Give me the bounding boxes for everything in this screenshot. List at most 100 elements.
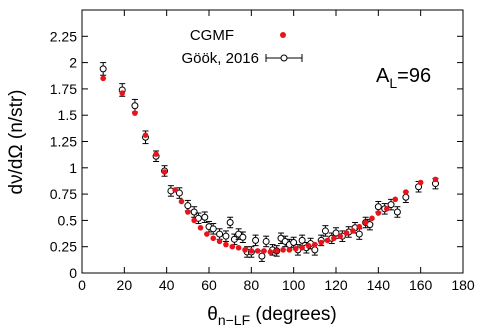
gook-series [99,62,439,262]
cgmf-point [384,206,390,212]
legend-marker-cgmf [280,32,286,38]
gook-point [393,208,401,216]
gook-point [290,238,298,246]
gook-point [311,246,319,254]
cgmf-point [132,110,138,116]
cgmf-point [267,249,274,255]
y-axis-ticks: 0 0.25 0.5 0.75 1 1.25 1.5 1.75 2 2.25 [50,28,463,281]
gook-point [252,236,260,244]
cgmf-point [350,228,356,234]
cgmf-point [280,247,286,253]
cgmf-point [403,189,409,195]
y-tick-label: 1.25 [50,134,77,150]
gook-point [355,230,363,238]
cgmf-point [153,151,159,157]
y-tick-label: 1.75 [50,81,77,97]
cgmf-point [312,241,318,248]
gook-point [131,102,139,110]
cgmf-point [305,242,312,249]
x-axis-title: θn−LF (degrees) [207,304,337,328]
cgmf-point [161,169,168,175]
gook-point [402,193,410,201]
cgmf-point [210,235,217,242]
annotation-al-sub: L [389,75,397,91]
x-tick-label: 20 [117,277,133,293]
gook-point [262,237,270,245]
cgmf-point [197,224,204,231]
cgmf-point [142,132,149,138]
y-axis-title: dν/dΩ (n/str) [6,89,27,194]
cgmf-series [100,75,439,255]
cgmf-point [178,198,185,205]
y-tick-label: 0.5 [58,212,78,228]
legend: CGMF Göök, 2016 [181,27,303,67]
cgmf-point [343,230,350,236]
y-tick-label: 2.25 [50,28,77,44]
legend-label-gook: Göök, 2016 [181,50,259,67]
cgmf-point [292,246,299,252]
cgmf-point [172,187,178,193]
annotation-al-rest: =96 [397,65,431,87]
y-tick-label: 0 [69,265,77,281]
cgmf-point [100,75,106,82]
y-tick-label: 0.25 [50,239,77,255]
cgmf-point [254,248,261,254]
cgmf-point [324,237,331,244]
gook-point [175,189,183,197]
x-tick-label: 80 [244,277,260,293]
x-tick-label: 60 [201,277,217,293]
cgmf-point [299,244,305,251]
gook-point [321,227,329,235]
gook-point [258,252,266,260]
cgmf-point [375,210,382,216]
gook-point [239,233,247,241]
cgmf-point [235,244,242,251]
cgmf-point [261,248,267,254]
cgmf-point [432,176,439,183]
legend-marker-gook [280,54,288,62]
y-tick-label: 1 [69,160,77,176]
cgmf-point [286,247,293,253]
x-tick-label: 40 [159,277,175,293]
gook-point [298,236,306,244]
cgmf-point [369,215,375,222]
y-tick-label: 0.75 [50,186,77,202]
gook-point [226,219,234,227]
gook-point [201,213,209,221]
cgmf-point [356,223,363,230]
gook-point [190,208,198,216]
plot-area-border [81,9,464,274]
cgmf-point [331,235,337,242]
x-axis-title-sub: n−LF [218,312,250,328]
cgmf-point [204,231,210,237]
cgmf-point [273,248,280,254]
cgmf-point [191,217,197,224]
x-axis-ticks: 0 20 40 60 80 100 120 140 160 180 [78,10,475,293]
gook-point [184,202,192,210]
x-tick-label: 0 [78,277,86,293]
legend-label-cgmf: CGMF [190,27,234,44]
cgmf-point [223,241,229,248]
annotation-al: AL=96 [376,65,431,91]
gook-point [222,232,230,240]
cgmf-point [318,239,324,246]
plot-frame [81,9,464,274]
x-tick-label: 120 [324,277,348,293]
cgmf-point [119,90,126,96]
gook-point [216,230,224,238]
annotation-al-main: A [376,65,390,87]
cgmf-point [216,238,223,245]
x-tick-label: 100 [282,277,306,293]
cgmf-point [417,179,424,186]
x-tick-label: 180 [451,277,475,293]
cgmf-point [229,243,236,250]
y-tick-label: 2 [69,55,77,71]
cgmf-point [185,209,191,215]
cgmf-point [362,219,369,226]
x-axis-title-rest: (degrees) [250,304,337,325]
cgmf-point [242,247,248,253]
cgmf-point [337,233,344,239]
gook-point [387,201,395,209]
y-tick-label: 1.5 [58,107,78,123]
